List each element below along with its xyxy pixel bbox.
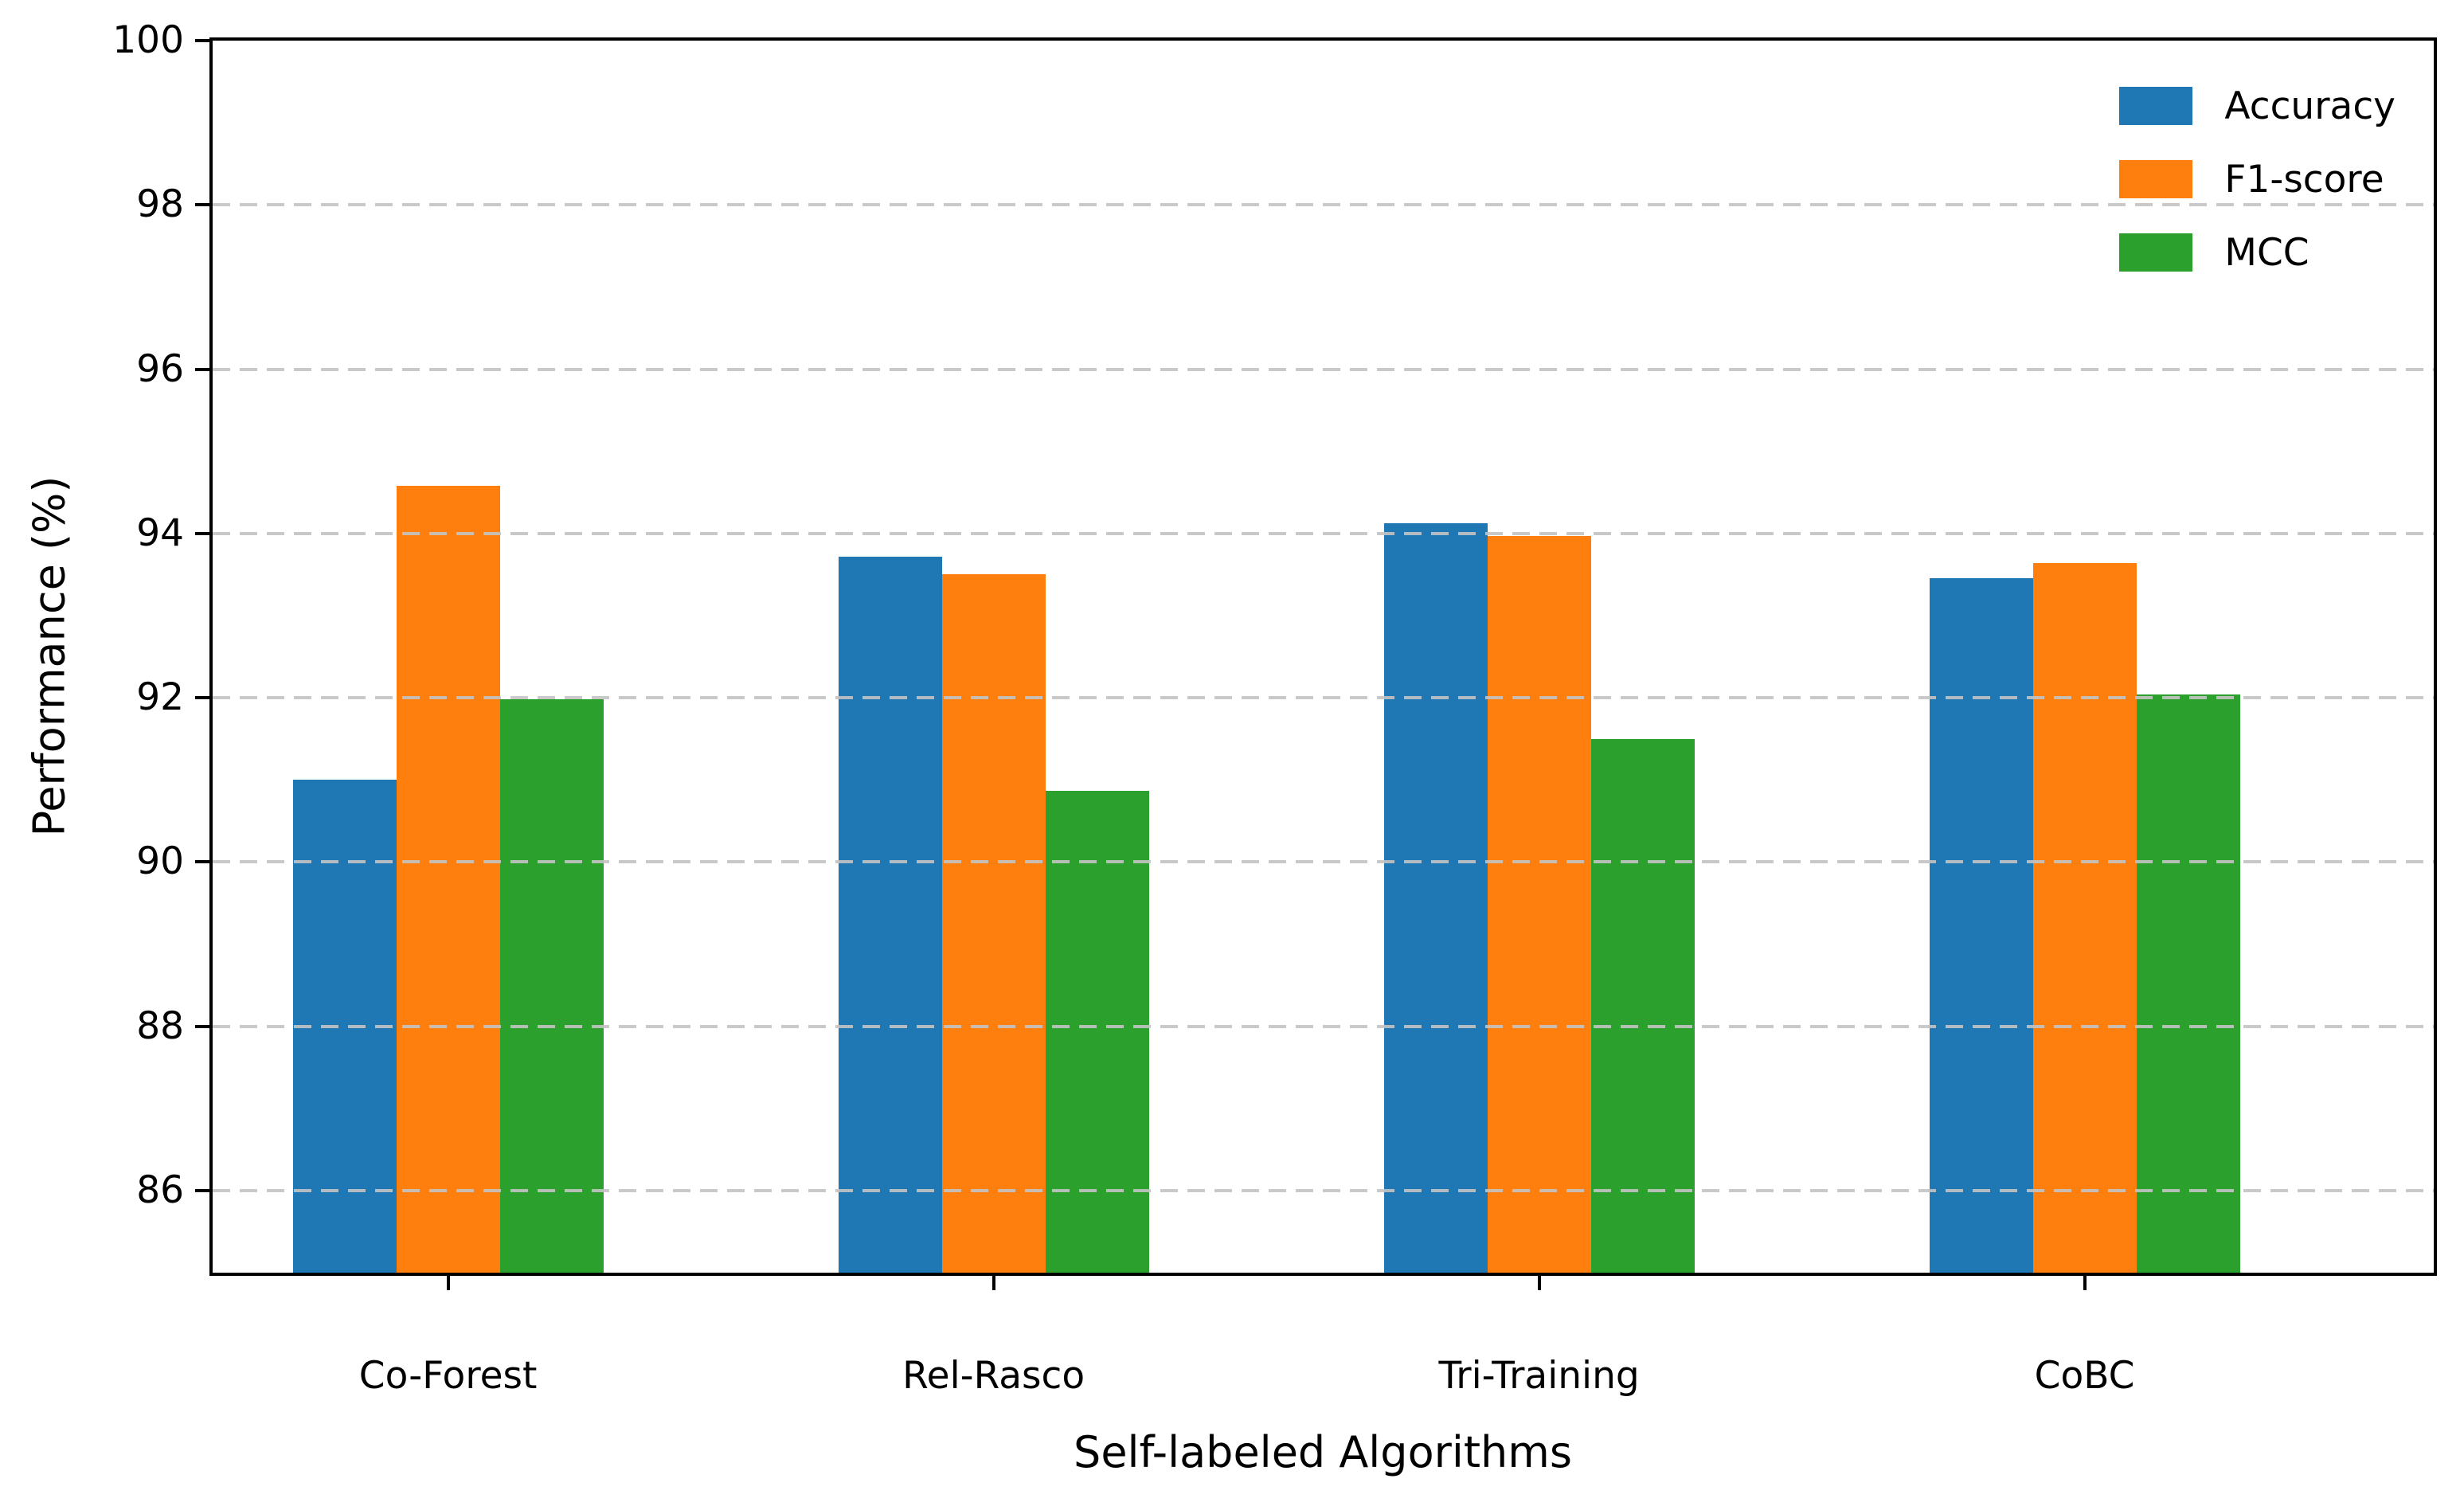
y-tick-mark-86 xyxy=(195,1188,209,1192)
bar-accuracy-cobc xyxy=(1929,577,2033,1273)
x-tick-label-tri-training: Tri-Training xyxy=(1438,1354,1640,1398)
y-tick-mark-96 xyxy=(195,367,209,371)
bar-f1-score-tri-training xyxy=(1487,535,1591,1273)
y-tick-label-94: 94 xyxy=(136,511,184,555)
y-tick-label-90: 90 xyxy=(136,839,184,884)
y-tick-label-100: 100 xyxy=(112,18,184,62)
legend-swatch-icon xyxy=(2119,160,2193,198)
bar-f1-score-co-forest xyxy=(396,485,500,1273)
bar-f1-score-cobc xyxy=(2032,562,2137,1273)
legend-row-accuracy: Accuracy xyxy=(2119,87,2396,125)
x-tick-label-rel-rasco: Rel-Rasco xyxy=(902,1354,1085,1398)
y-tick-label-86: 86 xyxy=(136,1168,184,1212)
y-tick-label-92: 92 xyxy=(136,675,184,720)
bar-mcc-tri-training xyxy=(1590,738,1695,1273)
plot-area: Accuracy F1-score MCC xyxy=(209,37,2437,1276)
legend-label: Accuracy xyxy=(2224,84,2396,128)
x-tick-mark-tri-training xyxy=(1537,1276,1541,1290)
x-tick-mark-cobc xyxy=(2083,1276,2087,1290)
legend-swatch-icon xyxy=(2119,87,2193,125)
bar-mcc-co-forest xyxy=(499,699,604,1273)
bar-mcc-rel-rasco xyxy=(1045,790,1149,1273)
y-tick-mark-98 xyxy=(195,203,209,207)
x-tick-label-co-forest: Co-Forest xyxy=(358,1354,538,1398)
legend-label: F1-score xyxy=(2224,157,2384,201)
legend-row-mcc: MCC xyxy=(2119,233,2396,272)
y-tick-label-96: 96 xyxy=(136,346,184,391)
bar-accuracy-rel-rasco xyxy=(838,556,942,1273)
legend-row-f1-score: F1-score xyxy=(2119,160,2396,198)
gridline-98 xyxy=(213,203,2434,207)
y-tick-mark-100 xyxy=(195,39,209,42)
gridline-96 xyxy=(213,367,2434,371)
bar-mcc-cobc xyxy=(2136,694,2240,1273)
bar-accuracy-co-forest xyxy=(292,780,397,1273)
x-axis-label: Self-labeled Algorithms xyxy=(1074,1427,1572,1477)
y-tick-mark-90 xyxy=(195,860,209,864)
y-tick-label-88: 88 xyxy=(136,1003,184,1048)
y-tick-mark-92 xyxy=(195,696,209,700)
legend-swatch-icon xyxy=(2119,233,2193,272)
x-tick-label-cobc: CoBC xyxy=(2034,1354,2135,1398)
y-tick-mark-94 xyxy=(195,531,209,535)
legend: Accuracy F1-score MCC xyxy=(2119,87,2396,272)
bar-accuracy-tri-training xyxy=(1383,523,1488,1273)
legend-label: MCC xyxy=(2224,230,2310,275)
bar-f1-score-rel-rasco xyxy=(941,574,1046,1273)
y-tick-label-98: 98 xyxy=(136,182,184,227)
x-tick-mark-rel-rasco xyxy=(991,1276,995,1290)
x-tick-mark-co-forest xyxy=(446,1276,450,1290)
gridline-94 xyxy=(213,531,2434,535)
y-tick-mark-88 xyxy=(195,1024,209,1028)
